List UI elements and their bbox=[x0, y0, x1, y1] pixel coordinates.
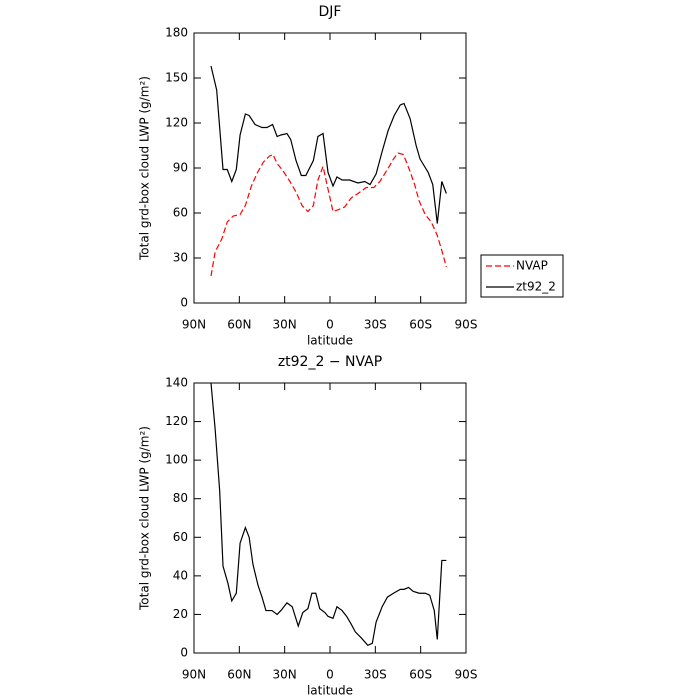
chart-title: DJF bbox=[319, 4, 342, 20]
y-tick-label: 60 bbox=[173, 530, 188, 544]
data-line bbox=[210, 65, 447, 224]
y-tick-label: 0 bbox=[180, 646, 188, 660]
y-axis-label: Total grd-box cloud LWP (g/m²) bbox=[138, 76, 152, 261]
x-tick-label: 30N bbox=[273, 668, 297, 682]
x-tick-label: 30N bbox=[273, 318, 297, 332]
data-line bbox=[210, 152, 447, 277]
x-tick-label: 60S bbox=[409, 318, 432, 332]
y-tick-label: 30 bbox=[173, 251, 188, 265]
y-tick-label: 120 bbox=[165, 414, 188, 428]
legend-label: zt92_2 bbox=[516, 280, 556, 294]
y-tick-label: 180 bbox=[165, 26, 188, 40]
x-tick-label: 0 bbox=[326, 668, 334, 682]
y-tick-label: 150 bbox=[165, 71, 188, 85]
y-tick-label: 20 bbox=[173, 607, 188, 621]
x-tick-label: 90N bbox=[182, 318, 206, 332]
x-tick-label: 30S bbox=[364, 668, 387, 682]
y-tick-label: 60 bbox=[173, 206, 188, 220]
x-axis-label: latitude bbox=[307, 334, 353, 348]
x-tick-label: 90S bbox=[455, 668, 478, 682]
y-tick-label: 100 bbox=[165, 453, 188, 467]
y-tick-label: 90 bbox=[173, 161, 188, 175]
x-axis-label: latitude bbox=[307, 684, 353, 698]
y-tick-label: 140 bbox=[165, 376, 188, 390]
y-axis-label: Total grd-box cloud LWP (g/m²) bbox=[138, 426, 152, 611]
data-line bbox=[210, 382, 447, 647]
chart-title: zt92_2 − NVAP bbox=[278, 354, 382, 370]
x-tick-label: 60S bbox=[409, 668, 432, 682]
x-tick-label: 60N bbox=[227, 668, 251, 682]
plot-frame bbox=[193, 382, 467, 654]
x-tick-label: 30S bbox=[364, 318, 387, 332]
y-tick-label: 0 bbox=[180, 296, 188, 310]
y-tick-label: 80 bbox=[173, 491, 188, 505]
x-tick-label: 60N bbox=[227, 318, 251, 332]
x-tick-label: 90S bbox=[455, 318, 478, 332]
x-tick-label: 0 bbox=[326, 318, 334, 332]
legend-label: NVAP bbox=[516, 259, 548, 273]
y-tick-label: 120 bbox=[165, 116, 188, 130]
y-tick-label: 40 bbox=[173, 568, 188, 582]
x-tick-label: 90N bbox=[182, 668, 206, 682]
legend-box bbox=[480, 254, 564, 298]
